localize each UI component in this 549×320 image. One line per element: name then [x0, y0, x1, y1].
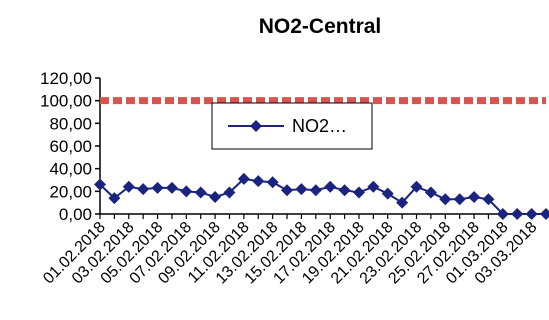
data-point	[122, 180, 135, 193]
y-tick-label: 80,00	[49, 114, 92, 133]
chart-title: NO2-Central	[259, 15, 382, 38]
data-point	[496, 208, 509, 220]
data-point	[295, 183, 308, 196]
data-point	[453, 193, 466, 206]
data-point	[180, 185, 193, 198]
data-point	[525, 208, 538, 220]
legend-marker	[250, 120, 262, 132]
data-point	[367, 180, 380, 193]
data-point	[266, 176, 279, 189]
data-point	[309, 184, 322, 197]
data-point	[137, 183, 150, 196]
data-point	[94, 178, 106, 191]
data-point	[439, 193, 452, 206]
legend: NO2…	[211, 102, 373, 150]
data-point	[352, 186, 365, 199]
data-point	[281, 184, 294, 197]
data-point	[209, 191, 222, 203]
y-tick-label: 0,00	[59, 205, 92, 224]
data-point	[165, 181, 178, 194]
y-tick-label: 20,00	[49, 182, 92, 201]
data-point	[540, 208, 549, 220]
series-layer	[94, 172, 549, 220]
data-point	[237, 172, 250, 185]
data-point	[151, 181, 164, 194]
data-point	[396, 196, 409, 209]
y-tick-label: 40,00	[49, 160, 92, 179]
data-point	[252, 175, 265, 188]
data-point	[482, 193, 495, 206]
data-point	[511, 208, 524, 220]
y-tick-label: 120,00	[40, 69, 92, 88]
data-point	[381, 187, 394, 200]
data-point	[324, 180, 337, 193]
data-point	[424, 186, 437, 199]
data-point	[108, 192, 121, 205]
data-point	[194, 186, 207, 199]
data-point	[410, 180, 423, 193]
data-point	[468, 191, 481, 203]
y-tick-label: 60,00	[49, 137, 92, 156]
legend-label: NO2…	[292, 116, 347, 136]
data-point	[338, 184, 351, 197]
y-tick-label: 100,00	[40, 92, 92, 111]
data-point	[223, 186, 236, 199]
